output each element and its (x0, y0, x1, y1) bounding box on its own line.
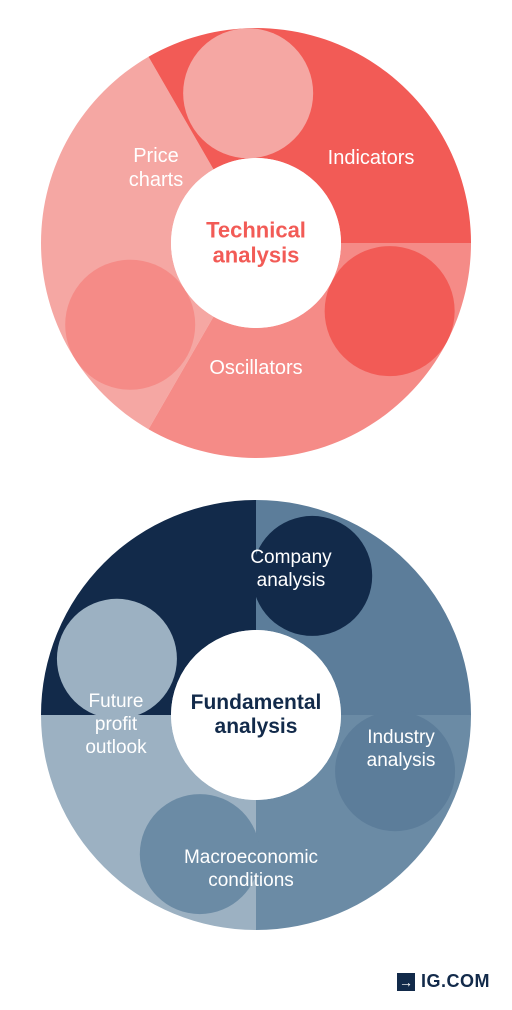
donut-1-segment-label: Price charts (129, 144, 183, 192)
donut-2-center-label: Fundamental analysis (191, 691, 322, 739)
donut-2-segment-label: Industry analysis (367, 727, 436, 773)
donut-2-segment-label: Macroeconomic conditions (184, 847, 318, 893)
brand-text: IG.COM (421, 971, 490, 992)
infographic-canvas: Technical analysis Price charts Indicators… (0, 0, 512, 1010)
donut-1-segment-label: Indicators (328, 146, 415, 170)
donut-1-lobe (325, 246, 455, 376)
donut-1-center-label: Technical analysis (206, 218, 306, 269)
arrow-right-icon: → (397, 973, 415, 991)
donut-2-segment-label: Future profit outlook (85, 691, 146, 759)
donut-1-lobe (183, 28, 313, 158)
donut-chart-1: Technical analysis Price charts Indicators… (41, 28, 471, 458)
donut-1-segment-label: Oscillators (209, 356, 302, 380)
donut-1-lobe (65, 260, 195, 390)
donut-2-segment-label: Company analysis (250, 547, 331, 593)
footer-brand: → IG.COM (397, 971, 490, 992)
donut-chart-2: Fundamental analysis Company analysis Indu… (41, 500, 471, 930)
